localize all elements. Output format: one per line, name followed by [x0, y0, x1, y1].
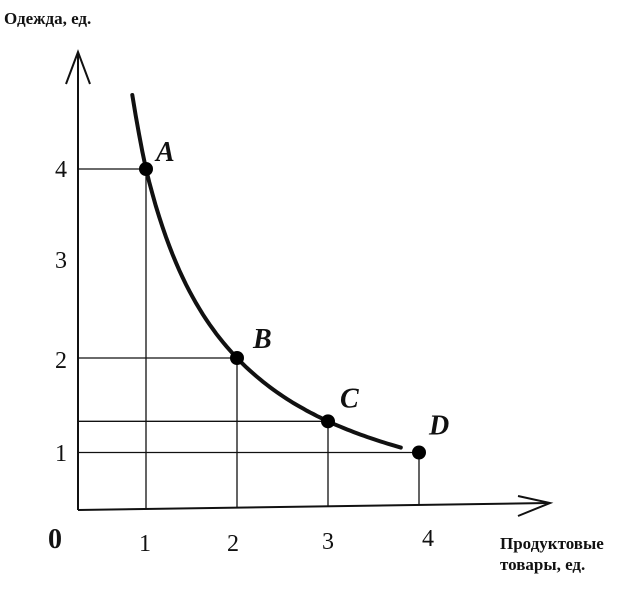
x-axis-title-line-2: товары, ед. — [500, 555, 585, 574]
indifference-curve — [130, 93, 403, 450]
x-tick-label-3: 3 — [322, 529, 334, 555]
x-tick-label-2: 2 — [227, 531, 239, 557]
point-label-B: B — [252, 324, 272, 355]
x-axis-title-line-1: Продуктовые — [500, 534, 604, 553]
point-label-C: C — [340, 383, 359, 414]
data-points — [139, 162, 426, 460]
x-tick-label-4: 4 — [422, 526, 434, 552]
x-tick-label-1: 1 — [139, 531, 151, 557]
y-axis-arrowhead — [65, 49, 91, 85]
point-B — [230, 351, 244, 365]
point-labels: A B C D — [154, 137, 449, 442]
guide-lines — [78, 168, 420, 509]
y-tick-label-2: 2 — [55, 348, 67, 374]
y-tick-label-3: 3 — [55, 248, 67, 274]
point-D — [412, 445, 426, 460]
x-axis — [77, 502, 549, 511]
y-tick-label-1: 1 — [55, 441, 67, 467]
point-A — [139, 162, 153, 176]
x-axis-arrowhead — [517, 495, 554, 517]
origin-label: 0 — [48, 524, 62, 555]
y-tick-label-4: 4 — [55, 157, 67, 183]
point-label-D: D — [428, 411, 449, 442]
y-axis-title: Одежда, ед. — [4, 9, 91, 28]
point-C — [321, 414, 335, 429]
point-label-A: A — [154, 137, 175, 168]
